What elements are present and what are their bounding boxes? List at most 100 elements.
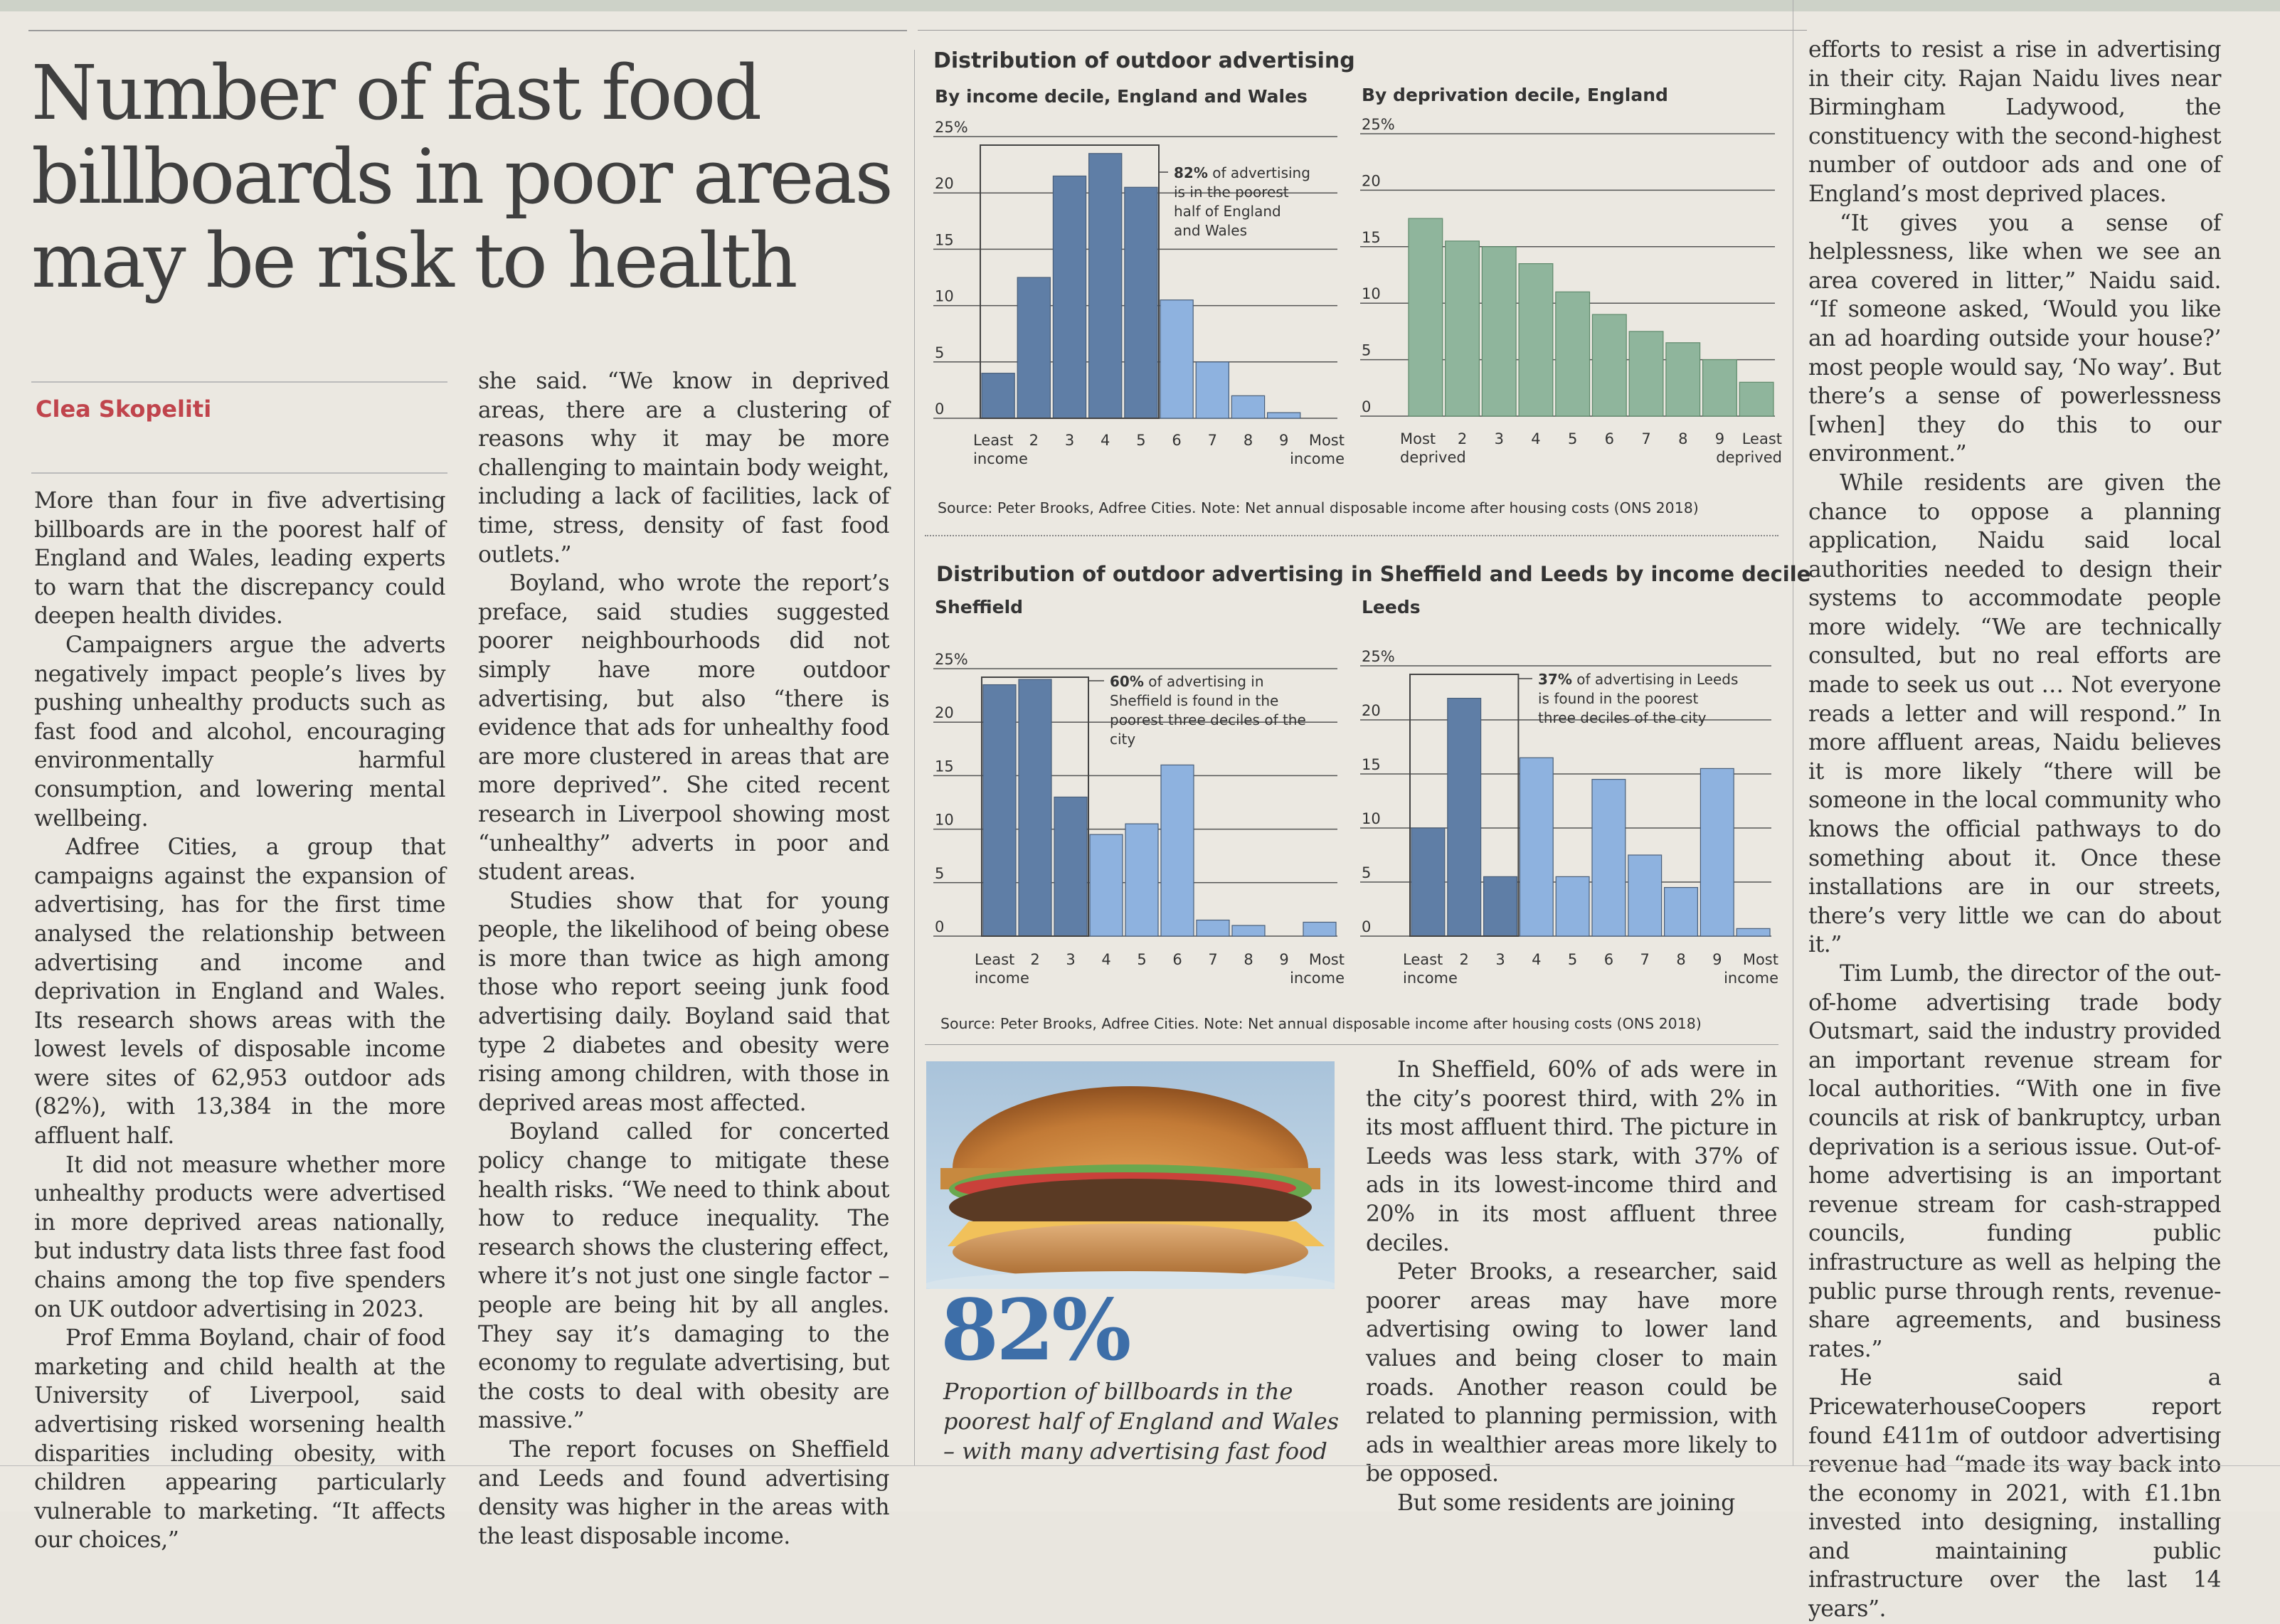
- graphic-divider-bottom: [925, 1044, 1778, 1045]
- chart-annotation: 37% of advertising in Leeds is found in t…: [1538, 671, 1738, 726]
- x-tick-label: 3: [1065, 432, 1074, 449]
- x-tick-label: 5: [1568, 951, 1577, 968]
- highlight-box: [1409, 674, 1520, 937]
- bar: [1555, 291, 1591, 417]
- y-tick-label: 25%: [935, 119, 968, 136]
- x-tick-label: 9: [1712, 951, 1722, 968]
- paragraph: But some residents are joining: [1397, 1490, 1735, 1516]
- y-tick-label: 20: [935, 175, 954, 192]
- chart-subtitle: By deprivation decile, England: [1362, 85, 1668, 105]
- paragraph: Boyland called for concerted policy chan…: [478, 1119, 890, 1434]
- graphic-1-title: Distribution of outdoor advertising: [933, 48, 1355, 73]
- body-column-1: More than four in five advertising billb…: [34, 487, 446, 1555]
- bar: [1196, 919, 1230, 937]
- bar: [1231, 395, 1266, 419]
- bar: [1665, 342, 1701, 417]
- paragraph: More than four in five advertising billb…: [34, 488, 446, 630]
- x-tick-label: 7: [1641, 430, 1650, 447]
- x-tick-label: 7: [1208, 432, 1217, 449]
- paragraph: The report focuses on Sheffield and Leed…: [478, 1436, 890, 1549]
- paragraph: Peter Brooks, a researcher, said poorer …: [1366, 1259, 1778, 1487]
- bottom-rule: [0, 1465, 2280, 1466]
- body-column-3: In Sheffield, 60% of ads were in the cit…: [1366, 1056, 1778, 1518]
- y-tick-label: 15: [935, 231, 954, 248]
- x-tick-label: Most income: [1290, 432, 1345, 467]
- y-tick-label: 15: [1362, 229, 1381, 246]
- chart-subtitle: By income decile, England and Wales: [935, 86, 1308, 107]
- chart-annotation: 60% of advertising in Sheffield is found …: [1110, 673, 1306, 748]
- paragraph: While residents are given the chance to …: [1808, 469, 2222, 958]
- x-tick-label: 2: [1030, 951, 1039, 968]
- x-tick-label: 6: [1172, 951, 1182, 968]
- burger-photo: [926, 1061, 1335, 1289]
- bar: [1483, 876, 1518, 937]
- x-tick-label: Most deprived: [1400, 430, 1466, 466]
- y-tick-label: 15: [935, 758, 954, 775]
- x-tick-label: 4: [1531, 430, 1540, 447]
- byline-rule-bottom: [31, 472, 447, 474]
- paragraph: In Sheffield, 60% of ads were in the cit…: [1366, 1057, 1778, 1256]
- bar: [1124, 186, 1158, 419]
- y-tick-label: 5: [935, 865, 944, 882]
- x-tick-label: 5: [1568, 430, 1577, 447]
- bar: [1160, 299, 1194, 419]
- x-tick-label: 4: [1532, 951, 1541, 968]
- bar: [1052, 175, 1087, 419]
- x-tick-label: 6: [1605, 430, 1614, 447]
- y-tick-label: 20: [1362, 702, 1381, 719]
- x-tick-label: 7: [1640, 951, 1650, 968]
- x-tick-label: 2: [1458, 430, 1467, 447]
- paragraph: He said a PricewaterhouseCoopers report …: [1808, 1365, 2222, 1623]
- paragraph: Boyland, who wrote the report’s preface,…: [478, 570, 890, 886]
- x-tick-label: 4: [1101, 951, 1110, 968]
- bar: [1591, 779, 1626, 937]
- x-tick-label: 4: [1101, 432, 1110, 449]
- x-tick-label: Least income: [1403, 951, 1458, 987]
- column-divider: [914, 50, 915, 1465]
- bar: [1591, 314, 1627, 417]
- bar: [1017, 277, 1051, 419]
- top-color-band: [0, 0, 2280, 11]
- bar: [981, 373, 1015, 419]
- body-column-4: efforts to resist a rise in advertising …: [1808, 36, 2222, 1624]
- y-tick-label: 10: [1362, 285, 1381, 302]
- stat-caption: Proportion of billboards in the poorest …: [943, 1378, 1340, 1465]
- y-tick-label: 10: [1362, 810, 1381, 827]
- x-tick-label: 3: [1495, 430, 1504, 447]
- x-tick-label: 3: [1066, 951, 1075, 968]
- chart-annotation: 82% of advertising is in the poorest half …: [1174, 164, 1310, 239]
- y-tick-label: 0: [935, 918, 944, 935]
- y-tick-label: 0: [1362, 398, 1371, 415]
- paragraph: she said. “We know in deprived areas, th…: [478, 368, 890, 568]
- bar: [1739, 381, 1774, 417]
- bar: [1447, 698, 1482, 937]
- x-tick-label: 5: [1136, 432, 1145, 449]
- paragraph: It did not measure whether more unhealth…: [34, 1152, 446, 1322]
- x-tick-label: 2: [1460, 951, 1469, 968]
- highlight-box: [980, 144, 1160, 419]
- body-column-2: she said. “We know in deprived areas, th…: [478, 367, 890, 1551]
- y-tick-label: 10: [935, 288, 954, 305]
- stat-value: 82%: [940, 1280, 1131, 1379]
- chart-income-decile-england-wales: By income decile, England and Wales 25% 20…: [933, 86, 1345, 467]
- bar: [1555, 876, 1590, 937]
- x-tick-label: Least income: [975, 951, 1029, 987]
- x-tick-label: 9: [1279, 432, 1288, 449]
- graphic-1-source: Source: Peter Brooks, Adfree Cities. Not…: [938, 499, 1699, 516]
- x-tick-label: 5: [1137, 951, 1146, 968]
- y-tick-label: 20: [1362, 172, 1381, 189]
- byline: Clea Skopeliti: [36, 396, 212, 423]
- paragraph: Studies show that for young people, the …: [478, 888, 890, 1116]
- bar: [1519, 757, 1554, 937]
- bar: [1518, 263, 1554, 417]
- highlight-box: [981, 676, 1089, 937]
- headline: Number of fast food billboards in poor a…: [31, 49, 894, 304]
- x-tick-label: Least income: [973, 432, 1028, 467]
- graphic-divider: [925, 535, 1778, 536]
- paragraph: Adfree Cities, a group that campaigns ag…: [34, 834, 446, 1150]
- bar: [1445, 240, 1480, 417]
- bar: [1664, 887, 1699, 937]
- paragraph: efforts to resist a rise in advertising …: [1808, 37, 2222, 207]
